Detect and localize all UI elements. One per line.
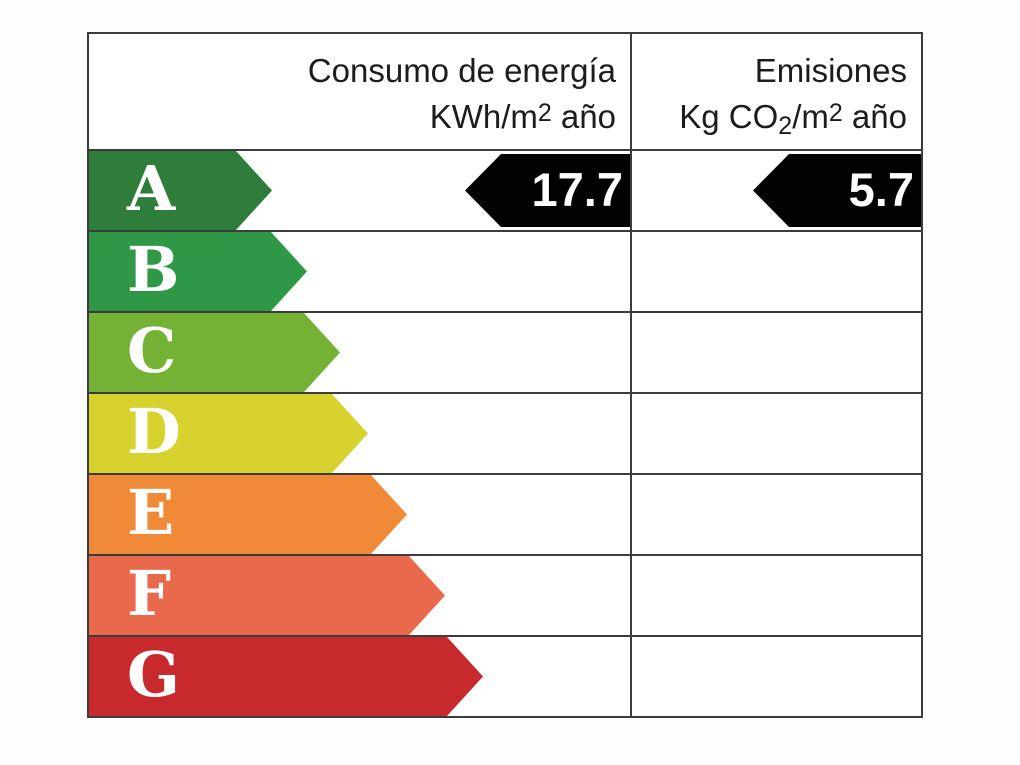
rating-bar-b [89,232,307,311]
rating-row-c-emissions-cell [630,313,921,392]
rating-bar-a [89,151,272,230]
rating-row-e: E [89,473,921,554]
rating-row-g-consumption-cell: G [89,637,630,716]
rating-row-e-consumption-cell: E [89,475,630,554]
rating-row-a-emissions-cell: 5.7 [630,151,921,230]
rating-row-a-consumption-cell: A 17.7 [89,151,630,230]
consumption-title: Consumo de energía [307,52,616,89]
rating-row-b-emissions-cell [630,232,921,311]
header-consumption: Consumo de energía KWh/m2 año [89,34,630,149]
rating-letter-d: D [127,395,181,468]
rating-letter-e: E [127,476,175,549]
rating-bar-c [89,313,340,392]
rating-row-b: B [89,230,921,311]
rating-row-d-consumption-cell: D [89,394,630,473]
emissions-unit-subscript: 2 [778,112,793,140]
rating-bar-d [89,394,368,473]
rating-letter-g: G [127,638,180,711]
consumption-value: 17.7 [531,163,623,216]
rating-letter-b: B [127,233,180,306]
certificate-table: Consumo de energía KWh/m2 año Emisiones … [87,32,923,718]
consumption-unit-superscript: 2 [537,99,552,127]
rating-row-c-consumption-cell: C [89,313,630,392]
rating-row-d: D [89,392,921,473]
rating-letter-f: F [127,557,172,630]
rating-row-b-consumption-cell: B [89,232,630,311]
rating-bar-f [89,556,445,635]
rating-letter-c: C [127,314,177,387]
emissions-unit-superscript: 2 [828,99,843,127]
rating-row-a: A 17.7 5.7 [89,149,921,230]
emissions-title: Emisiones [754,52,907,89]
rating-row-g: G [89,635,921,716]
consumption-value-arrow: 17.7 [465,154,630,227]
emissions-value-arrow: 5.7 [753,154,921,227]
header-emissions: Emisiones Kg CO2/m2 año [630,34,921,149]
rating-row-c: C [89,311,921,392]
rating-row-f-emissions-cell [630,556,921,635]
rating-row-f: F [89,554,921,635]
rating-bar-g [89,637,483,716]
rating-row-g-emissions-cell [630,637,921,716]
rating-bar-e [89,475,407,554]
rating-row-f-consumption-cell: F [89,556,630,635]
rating-row-d-emissions-cell [630,394,921,473]
table-header-row: Consumo de energía KWh/m2 año Emisiones … [89,34,921,149]
emissions-unit: Kg CO2/m2 año [679,98,907,140]
emissions-value: 5.7 [848,163,914,216]
consumption-unit: KWh/m2 año [429,98,616,135]
rating-row-e-emissions-cell [630,475,921,554]
rating-letter-a: A [127,152,176,225]
